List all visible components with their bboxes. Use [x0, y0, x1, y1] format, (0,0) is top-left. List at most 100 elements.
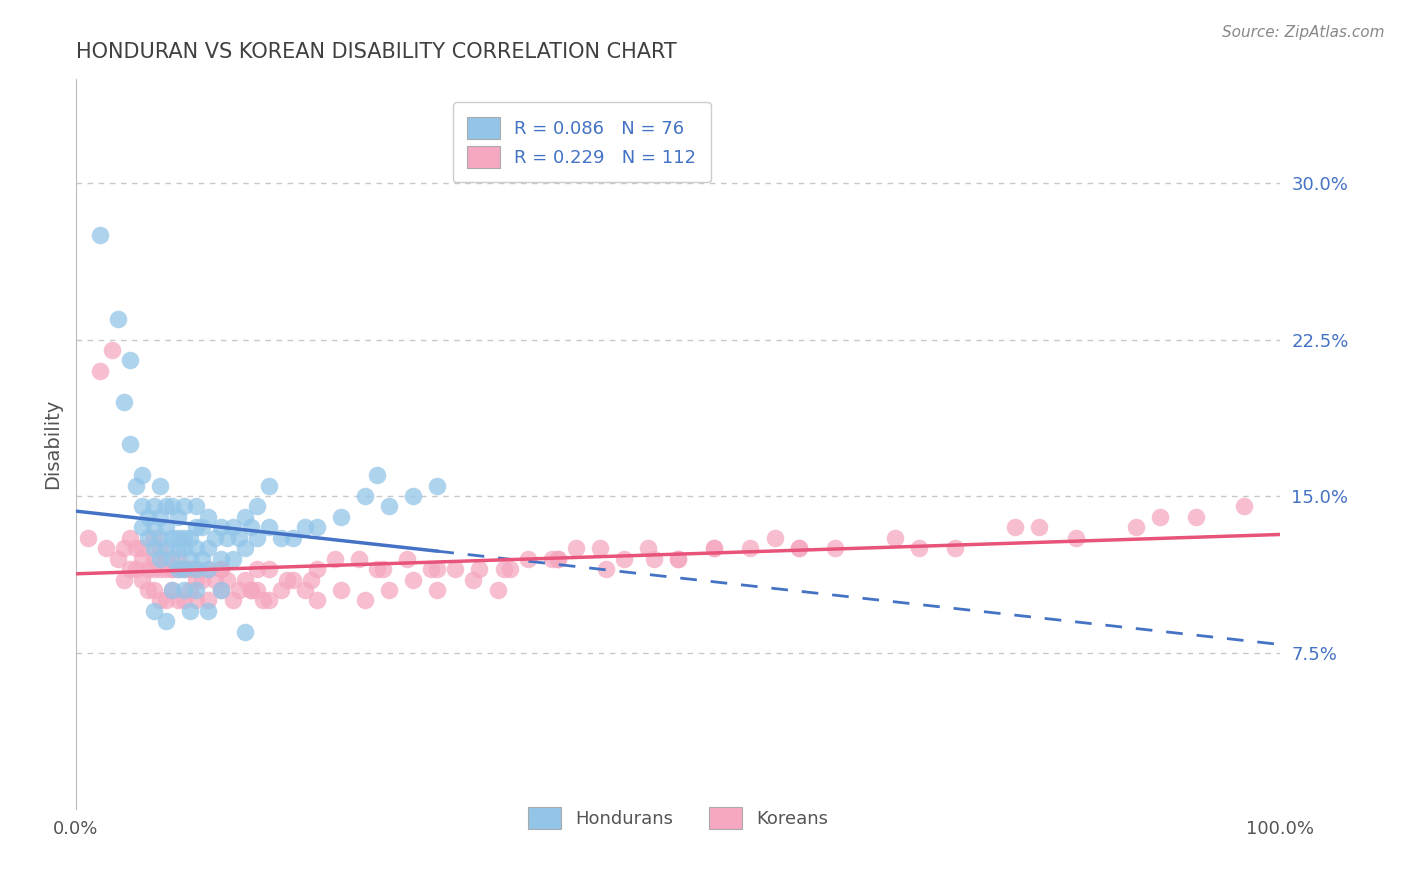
Point: [107, 551, 129, 566]
Point: [136, 562, 159, 576]
Point: [173, 531, 195, 545]
Point: [125, 562, 148, 576]
Point: [204, 531, 226, 545]
Point: [492, 562, 515, 576]
Point: [270, 531, 292, 545]
Point: [167, 562, 190, 576]
Point: [186, 573, 208, 587]
Point: [824, 541, 846, 556]
Point: [908, 541, 931, 556]
Point: [366, 562, 388, 576]
Point: [330, 510, 353, 524]
Point: [162, 562, 184, 576]
Point: [257, 562, 280, 576]
Point: [209, 582, 232, 597]
Point: [143, 500, 166, 514]
Point: [252, 593, 274, 607]
Point: [143, 531, 166, 545]
Point: [270, 582, 292, 597]
Point: [89, 364, 111, 378]
Point: [540, 551, 562, 566]
Point: [149, 541, 172, 556]
Point: [173, 562, 195, 576]
Point: [1233, 500, 1256, 514]
Point: [167, 593, 190, 607]
Point: [281, 531, 304, 545]
Point: [463, 573, 485, 587]
Point: [396, 551, 419, 566]
Point: [354, 489, 377, 503]
Point: [305, 520, 328, 534]
Point: [155, 551, 177, 566]
Point: [637, 541, 659, 556]
Point: [89, 228, 111, 243]
Point: [167, 562, 190, 576]
Point: [221, 520, 243, 534]
Point: [276, 573, 298, 587]
Point: [179, 604, 201, 618]
Text: HONDURAN VS KOREAN DISABILITY CORRELATION CHART: HONDURAN VS KOREAN DISABILITY CORRELATIO…: [76, 42, 676, 62]
Point: [136, 582, 159, 597]
Point: [228, 531, 250, 545]
Point: [94, 541, 117, 556]
Point: [173, 500, 195, 514]
Point: [155, 541, 177, 556]
Point: [884, 531, 907, 545]
Point: [125, 541, 148, 556]
Point: [221, 593, 243, 607]
Point: [149, 478, 172, 492]
Point: [281, 573, 304, 587]
Point: [149, 593, 172, 607]
Point: [1028, 520, 1050, 534]
Point: [209, 582, 232, 597]
Point: [239, 582, 262, 597]
Point: [197, 562, 219, 576]
Point: [239, 582, 262, 597]
Point: [565, 541, 588, 556]
Point: [366, 468, 388, 483]
Point: [589, 541, 612, 556]
Point: [740, 541, 762, 556]
Point: [209, 520, 232, 534]
Point: [197, 562, 219, 576]
Point: [643, 551, 665, 566]
Point: [143, 520, 166, 534]
Point: [143, 551, 166, 566]
Point: [186, 500, 208, 514]
Point: [131, 541, 153, 556]
Point: [763, 531, 786, 545]
Point: [444, 562, 467, 576]
Point: [305, 562, 328, 576]
Point: [323, 551, 346, 566]
Point: [547, 551, 569, 566]
Point: [426, 562, 449, 576]
Point: [1125, 520, 1147, 534]
Point: [209, 562, 232, 576]
Point: [155, 593, 177, 607]
Point: [209, 562, 232, 576]
Text: Source: ZipAtlas.com: Source: ZipAtlas.com: [1222, 25, 1385, 40]
Point: [120, 353, 142, 368]
Point: [112, 541, 135, 556]
Point: [378, 500, 401, 514]
Point: [347, 551, 370, 566]
Point: [547, 551, 569, 566]
Point: [136, 510, 159, 524]
Point: [426, 478, 449, 492]
Point: [112, 395, 135, 409]
Point: [787, 541, 810, 556]
Point: [179, 562, 201, 576]
Y-axis label: Disability: Disability: [44, 399, 62, 489]
Point: [228, 582, 250, 597]
Point: [155, 562, 177, 576]
Point: [167, 541, 190, 556]
Point: [516, 551, 538, 566]
Point: [162, 531, 184, 545]
Point: [197, 541, 219, 556]
Point: [1185, 510, 1208, 524]
Point: [613, 551, 636, 566]
Point: [426, 582, 449, 597]
Point: [703, 541, 725, 556]
Point: [257, 520, 280, 534]
Point: [125, 478, 148, 492]
